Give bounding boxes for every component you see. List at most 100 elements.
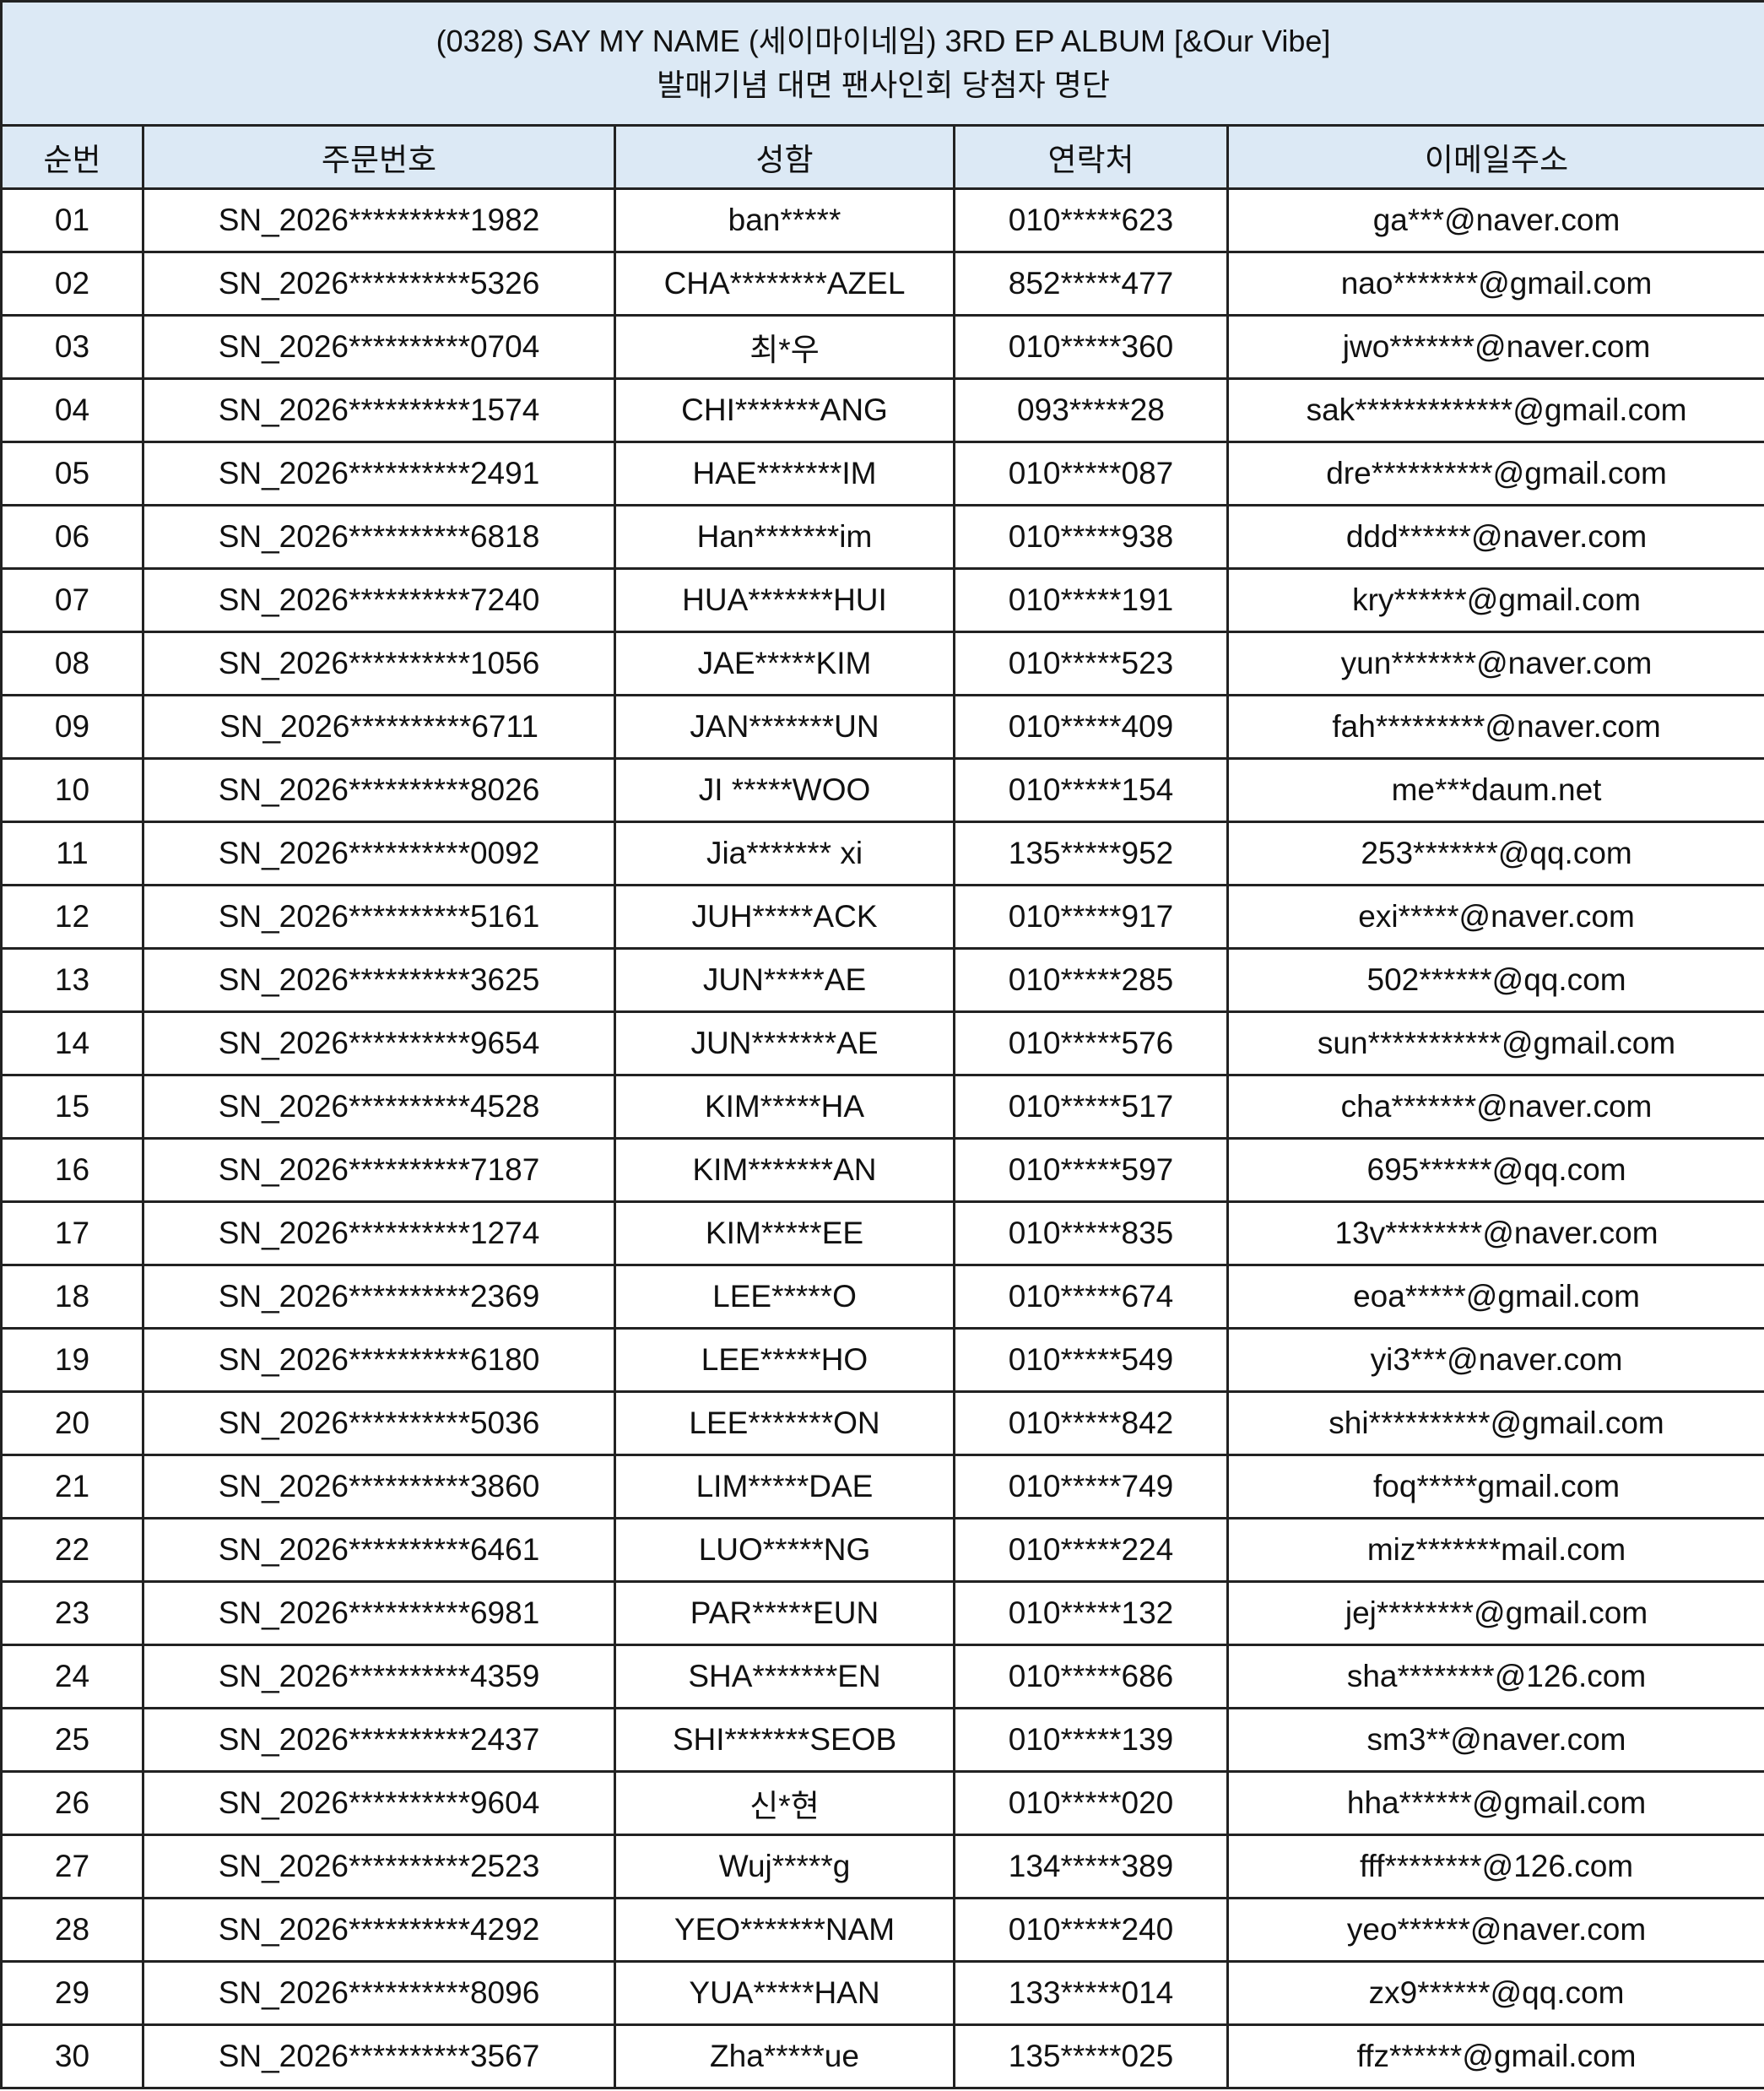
cell-order-id: SN_2026**********1274 [142,1200,616,1266]
cell-number: 21 [0,1454,144,1519]
cell-name: KIM*******AN [614,1137,955,1203]
column-header-number: 순번 [0,124,144,190]
cell-name: JUN*****AE [614,947,955,1013]
cell-name: KIM*****HA [614,1074,955,1140]
cell-phone: 010*****517 [953,1074,1229,1140]
cell-name: HAE*******IM [614,441,955,506]
column-header-name: 성함 [614,124,955,190]
cell-phone: 010*****020 [953,1770,1229,1836]
cell-number: 04 [0,377,144,443]
table-row: 21 SN_2026**********3860 LIM*****DAE 010***… [0,1454,1764,1519]
cell-number: 25 [0,1707,144,1773]
table-row: 23 SN_2026**********6981 PAR*****EUN 010***… [0,1580,1764,1646]
cell-number: 10 [0,757,144,823]
cell-phone: 010*****674 [953,1264,1229,1330]
cell-phone: 010*****549 [953,1327,1229,1393]
cell-phone: 010*****409 [953,694,1229,760]
cell-number: 18 [0,1264,144,1330]
cell-email: foq*****gmail.com [1226,1454,1764,1519]
cell-order-id: SN_2026**********8096 [142,1960,616,2026]
cell-email: hha******@gmail.com [1226,1770,1764,1836]
cell-number: 13 [0,947,144,1013]
cell-number: 14 [0,1010,144,1076]
cell-order-id: SN_2026**********4359 [142,1644,616,1709]
table-row: 05 SN_2026**********2491 HAE*******IM 010**… [0,441,1764,506]
cell-email: sak*************@gmail.com [1226,377,1764,443]
cell-order-id: SN_2026**********5326 [142,251,616,317]
cell-name: YUA*****HAN [614,1960,955,2026]
cell-name: Zha*****ue [614,2023,955,2089]
cell-phone: 010*****597 [953,1137,1229,1203]
cell-phone: 010*****087 [953,441,1229,506]
cell-phone: 010*****835 [953,1200,1229,1266]
cell-number: 08 [0,631,144,696]
title-line-1: (0328) SAY MY NAME (세이마이네임) 3RD EP ALBUM… [436,24,1331,58]
cell-name: Han*******im [614,504,955,570]
cell-name: Wuj*****g [614,1834,955,1899]
cell-name: 신*현 [614,1770,955,1836]
cell-order-id: SN_2026**********7240 [142,567,616,633]
cell-email: fah*********@naver.com [1226,694,1764,760]
cell-phone: 010*****191 [953,567,1229,633]
cell-phone: 852*****477 [953,251,1229,317]
cell-phone: 135*****025 [953,2023,1229,2089]
cell-phone: 010*****842 [953,1390,1229,1456]
cell-number: 03 [0,314,144,380]
cell-email: cha*******@naver.com [1226,1074,1764,1140]
cell-order-id: SN_2026**********6180 [142,1327,616,1393]
cell-name: LUO*****NG [614,1517,955,1583]
cell-number: 30 [0,2023,144,2089]
table-row: 17 SN_2026**********1274 KIM*****EE 010****… [0,1200,1764,1266]
cell-name: YEO*******NAM [614,1897,955,1963]
cell-order-id: SN_2026**********8026 [142,757,616,823]
cell-phone: 093*****28 [953,377,1229,443]
column-header-email: 이메일주소 [1226,124,1764,190]
cell-order-id: SN_2026**********1982 [142,187,616,253]
table-title: (0328) SAY MY NAME (세이마이네임) 3RD EP ALBUM… [0,0,1764,127]
cell-phone: 135*****952 [953,821,1229,886]
cell-number: 05 [0,441,144,506]
cell-name: LEE*****HO [614,1327,955,1393]
cell-email: zx9******@qq.com [1226,1960,1764,2026]
cell-number: 02 [0,251,144,317]
table-row: 26 SN_2026**********9604 신*현 010*****020 hha… [0,1770,1764,1836]
cell-email: dre**********@gmail.com [1226,441,1764,506]
cell-phone: 010*****360 [953,314,1229,380]
table-row: 04 SN_2026**********1574 CHI*******ANG 093*… [0,377,1764,443]
table-row: 06 SN_2026**********6818 Han*******im 010**… [0,504,1764,570]
cell-phone: 010*****623 [953,187,1229,253]
table-row: 16 SN_2026**********7187 KIM*******AN 010**… [0,1137,1764,1203]
cell-email: ddd******@naver.com [1226,504,1764,570]
cell-name: SHA*******EN [614,1644,955,1709]
cell-email: shi**********@gmail.com [1226,1390,1764,1456]
cell-order-id: SN_2026**********6461 [142,1517,616,1583]
cell-number: 24 [0,1644,144,1709]
cell-email: sm3**@naver.com [1226,1707,1764,1773]
cell-email: 13v********@naver.com [1226,1200,1764,1266]
table-row: 20 SN_2026**********5036 LEE*******ON 010**… [0,1390,1764,1456]
table-row: 11 SN_2026**********0092 Jia******* xi 135*… [0,821,1764,886]
cell-email: ga***@naver.com [1226,187,1764,253]
cell-name: CHI*******ANG [614,377,955,443]
cell-name: JUN*******AE [614,1010,955,1076]
cell-name: JAE*****KIM [614,631,955,696]
cell-name: LEE*******ON [614,1390,955,1456]
cell-order-id: SN_2026**********0704 [142,314,616,380]
cell-email: yeo******@naver.com [1226,1897,1764,1963]
cell-name: Jia******* xi [614,821,955,886]
cell-name: CHA********AZEL [614,251,955,317]
cell-number: 19 [0,1327,144,1393]
cell-order-id: SN_2026**********6981 [142,1580,616,1646]
cell-order-id: SN_2026**********5036 [142,1390,616,1456]
table-row: 12 SN_2026**********5161 JUH*****ACK 010***… [0,884,1764,950]
cell-email: sun***********@gmail.com [1226,1010,1764,1076]
cell-phone: 134*****389 [953,1834,1229,1899]
cell-email: 253*******@qq.com [1226,821,1764,886]
table-row: 13 SN_2026**********3625 JUN*****AE 010****… [0,947,1764,1013]
cell-order-id: SN_2026**********3567 [142,2023,616,2089]
table-row: 30 SN_2026**********3567 Zha*****ue 135****… [0,2023,1764,2089]
cell-phone: 010*****938 [953,504,1229,570]
cell-phone: 010*****132 [953,1580,1229,1646]
cell-number: 23 [0,1580,144,1646]
cell-order-id: SN_2026**********2491 [142,441,616,506]
